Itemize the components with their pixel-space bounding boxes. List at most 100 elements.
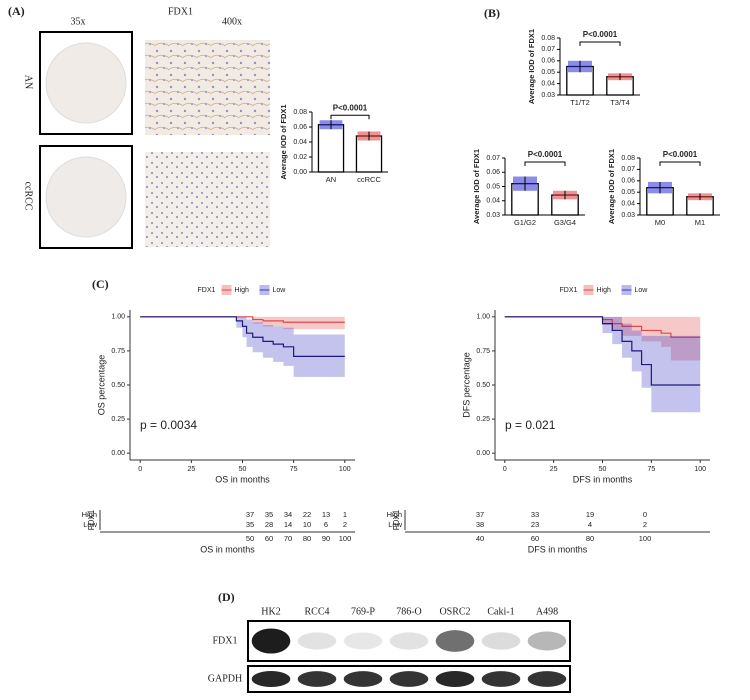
band	[251, 670, 291, 688]
count: 2	[643, 520, 647, 529]
y-tick-label: 0.08	[541, 35, 555, 42]
panel-label: (C)	[92, 277, 109, 291]
x-tick-label: 100	[339, 466, 351, 473]
time-label: 100	[639, 534, 652, 543]
x-tick-label: 25	[550, 466, 558, 473]
survival-line	[140, 316, 345, 323]
legend-label: High	[235, 287, 250, 294]
legend-label: High	[597, 287, 612, 294]
row-label: Low	[83, 520, 97, 529]
y-tick-label: 0.00	[111, 450, 125, 457]
y-axis-label: Average IOD of FDX1	[527, 29, 536, 104]
ihc-image	[145, 40, 270, 135]
x-tick-label: G3/G4	[554, 218, 576, 227]
annotation: P<0.0001	[583, 30, 618, 39]
y-tick-label: 0.03	[541, 92, 555, 99]
y-axis-label: Average IOD of FDX1	[607, 149, 616, 224]
y-tick-label: 0.06	[486, 169, 500, 176]
y-tick-label: 0.06	[293, 124, 307, 131]
band	[389, 632, 429, 650]
lane-label: A498	[536, 606, 558, 617]
panel-label: (D)	[218, 590, 235, 604]
band	[481, 671, 521, 687]
y-tick-label: 0.02	[293, 154, 307, 161]
x-tick-label: 0	[138, 466, 142, 473]
survival-line	[504, 316, 701, 386]
bracket	[659, 161, 701, 166]
y-tick-label: 0.03	[486, 212, 500, 219]
y-tick-label: 0.05	[541, 69, 555, 76]
y-axis-label: Average IOD of FDX1	[279, 104, 288, 179]
y-axis-label: DFS percentage	[461, 352, 471, 418]
count: 37	[246, 510, 254, 519]
y-tick-label: 1.00	[111, 314, 125, 321]
row-label: High	[387, 510, 402, 519]
y-tick-label: 0.06	[541, 58, 555, 65]
table-x-label: DFS in months	[528, 544, 588, 554]
count: 4	[588, 520, 592, 529]
band	[527, 631, 567, 651]
band	[527, 671, 567, 687]
table-x-label: OS in months	[200, 544, 255, 554]
legend-label: Low	[635, 287, 649, 294]
row-label: Low	[388, 520, 402, 529]
confidence-band	[140, 316, 345, 330]
y-tick-label: 0.04	[486, 198, 500, 205]
count: 6	[324, 520, 328, 529]
lane-label: OSRC2	[439, 606, 470, 617]
y-axis-label: OS percentage	[96, 355, 106, 416]
lane-label: 786-O	[396, 606, 422, 617]
confidence-band	[140, 316, 345, 377]
band	[389, 671, 429, 687]
y-tick-label: 0.50	[111, 382, 125, 389]
count: 38	[476, 520, 484, 529]
annotation: P<0.0001	[663, 150, 698, 159]
count: 10	[303, 520, 311, 529]
annotation: P<0.0001	[528, 150, 563, 159]
y-tick-label: 0.05	[621, 189, 635, 196]
y-tick-label: 0.07	[621, 166, 635, 173]
count: 35	[246, 520, 254, 529]
magnification: 400x	[222, 16, 242, 27]
lane-label: Caki-1	[487, 606, 514, 617]
magnification: 35x	[71, 16, 86, 27]
confidence-band	[504, 316, 701, 413]
time-label: 50	[246, 534, 254, 543]
y-tick-label: 1.00	[476, 314, 490, 321]
y-tick-label: 0.07	[541, 46, 555, 53]
lane-label: HK2	[261, 606, 280, 617]
y-tick-label: 0.05	[486, 183, 500, 190]
y-tick-label: 0.08	[621, 155, 635, 162]
time-label: 80	[586, 534, 594, 543]
table-title: FDX1	[87, 509, 96, 530]
lane-label: 769-P	[351, 606, 375, 617]
count: 34	[284, 510, 292, 519]
annotation: p = 0.021	[505, 418, 556, 432]
time-label: 80	[303, 534, 311, 543]
count: 37	[476, 510, 484, 519]
count: 2	[343, 520, 347, 529]
band	[343, 671, 383, 687]
y-tick-label: 0.04	[293, 139, 307, 146]
ihc-marker: FDX1	[168, 6, 193, 17]
time-label: 100	[339, 534, 352, 543]
y-axis-label: Average IOD of FDX1	[472, 149, 481, 224]
count: 1	[343, 510, 347, 519]
band	[435, 630, 475, 652]
x-tick-label: 50	[239, 466, 247, 473]
ihc-core	[45, 42, 127, 124]
count: 23	[531, 520, 539, 529]
y-tick-label: 0.04	[541, 80, 555, 87]
time-label: 70	[284, 534, 292, 543]
row-label: High	[82, 510, 97, 519]
x-tick-label: 0	[503, 466, 507, 473]
count: 28	[265, 520, 273, 529]
x-tick-label: 75	[647, 466, 655, 473]
y-tick-label: 0.00	[293, 169, 307, 176]
x-tick-label: T3/T4	[610, 98, 630, 107]
x-tick-label: AN	[326, 175, 336, 184]
count: 35	[265, 510, 273, 519]
count: 14	[284, 520, 292, 529]
time-label: 60	[531, 534, 539, 543]
time-label: 90	[322, 534, 330, 543]
